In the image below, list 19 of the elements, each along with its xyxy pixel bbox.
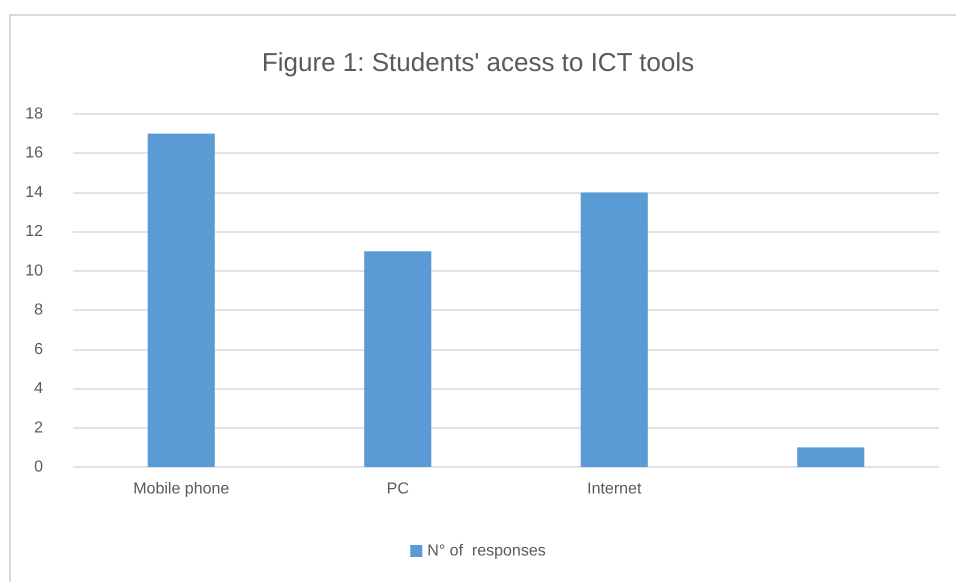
y-tick-label: 6: [34, 340, 44, 358]
bar: [364, 251, 432, 467]
y-tick-label: 4: [34, 380, 44, 398]
y-tick-label: 16: [25, 144, 44, 162]
y-tick-label: 12: [25, 223, 44, 240]
x-tick-label: Mobile phone: [133, 480, 230, 498]
bar: [148, 134, 215, 467]
bar: [580, 192, 648, 467]
y-tick-label: 18: [25, 106, 44, 122]
x-tick-label: Internet: [587, 480, 642, 498]
y-tick-label: 0: [34, 458, 44, 476]
y-tick-label: 10: [25, 262, 44, 280]
y-tick-label: 8: [34, 302, 44, 319]
y-tick-label: 14: [25, 184, 44, 201]
y-tick-label: 2: [34, 419, 44, 436]
bar: [797, 447, 864, 467]
chart-title: Figure 1: Students' acess to ICT tools: [262, 47, 694, 77]
x-tick-label: PC: [386, 480, 409, 498]
legend-label: N° of responses: [427, 542, 546, 560]
